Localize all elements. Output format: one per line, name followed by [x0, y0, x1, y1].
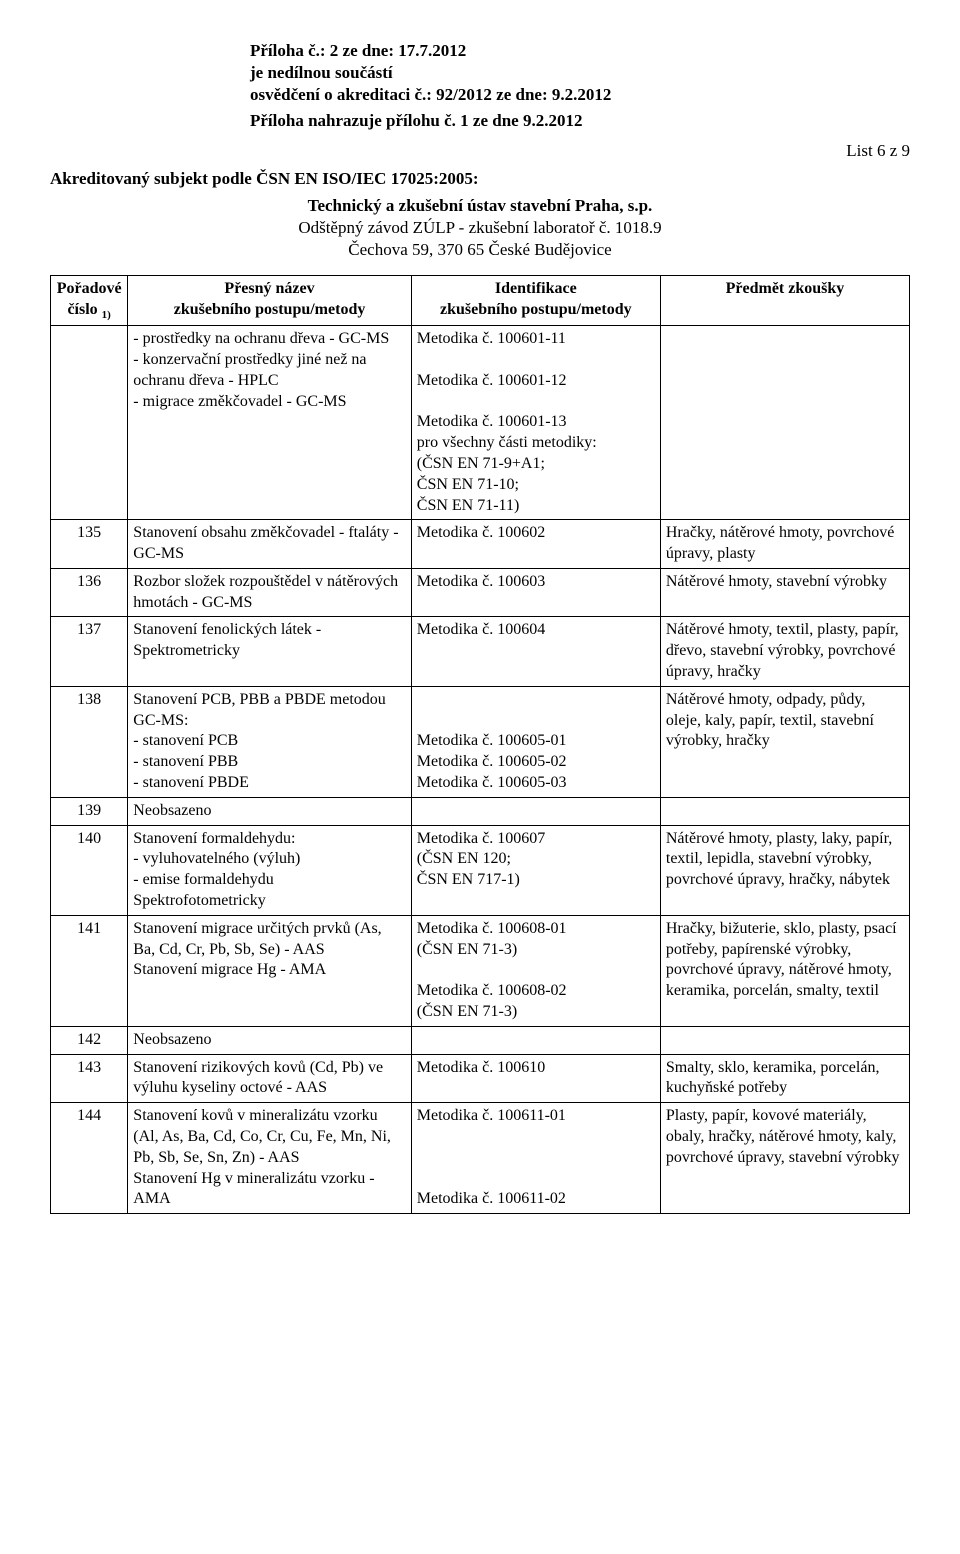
cell-subj: Nátěrové hmoty, stavební výrobky [660, 568, 909, 617]
table-row: - prostředky na ochranu dřeva - GC-MS - … [51, 326, 910, 520]
header-block: Příloha č.: 2 ze dne: 17.7.2012 je nedíl… [250, 40, 910, 132]
th-name-l1: Přesný název [224, 280, 314, 297]
subject-line: Akreditovaný subjekt podle ČSN EN ISO/IE… [50, 168, 910, 190]
cell-num: 135 [51, 520, 128, 569]
cell-subj: Nátěrové hmoty, odpady, půdy, oleje, kal… [660, 686, 909, 797]
cell-num: 144 [51, 1103, 128, 1214]
cell-name: Rozbor složek rozpouštědel v nátěrových … [128, 568, 411, 617]
cell-subj [660, 1026, 909, 1054]
table-row: 137Stanovení fenolických látek - Spektro… [51, 617, 910, 686]
cell-ident: Metodika č. 100602 [411, 520, 660, 569]
table-row: 143Stanovení rizikových kovů (Cd, Pb) ve… [51, 1054, 910, 1103]
cell-name: Neobsazeno [128, 1026, 411, 1054]
cell-name: Stanovení kovů v mineralizátu vzorku (Al… [128, 1103, 411, 1214]
th-num-l1: Pořadové [57, 280, 122, 297]
th-num-sup: 1) [102, 309, 111, 321]
cell-name: Stanovení PCB, PBB a PBDE metodou GC-MS:… [128, 686, 411, 797]
table-row: 139Neobsazeno [51, 797, 910, 825]
th-ident-l1: Identifikace [495, 280, 577, 297]
header-line4: Příloha nahrazuje přílohu č. 1 ze dne 9.… [250, 110, 910, 132]
center-l2: Odštěpný závod ZÚLP - zkušební laboratoř… [50, 217, 910, 239]
center-block: Technický a zkušební ústav stavební Prah… [50, 195, 910, 261]
cell-subj [660, 797, 909, 825]
th-num-l2: číslo [67, 301, 101, 318]
cell-ident: Metodika č. 100611-01 Metodika č. 100611… [411, 1103, 660, 1214]
cell-subj: Plasty, papír, kovové materiály, obaly, … [660, 1103, 909, 1214]
cell-ident: Metodika č. 100610 [411, 1054, 660, 1103]
header-line2: je nedílnou součástí [250, 62, 910, 84]
cell-num: 141 [51, 915, 128, 1026]
cell-subj: Hračky, bižuterie, sklo, plasty, psací p… [660, 915, 909, 1026]
cell-num: 142 [51, 1026, 128, 1054]
header-line3: osvědčení o akreditaci č.: 92/2012 ze dn… [250, 84, 910, 106]
table-row: 136Rozbor složek rozpouštědel v nátěrový… [51, 568, 910, 617]
th-name-l2: zkušebního postupu/metody [174, 301, 366, 318]
table-row: 141Stanovení migrace určitých prvků (As,… [51, 915, 910, 1026]
cell-ident: Metodika č. 100605-01 Metodika č. 100605… [411, 686, 660, 797]
table-row: 135Stanovení obsahu změkčovadel - ftalát… [51, 520, 910, 569]
th-ident: Identifikace zkušebního postupu/metody [411, 275, 660, 325]
center-l1: Technický a zkušební ústav stavební Prah… [50, 195, 910, 217]
cell-ident: Metodika č. 100607 (ČSN EN 120; ČSN EN 7… [411, 825, 660, 915]
th-subj-l1: Předmět zkoušky [726, 280, 845, 297]
cell-subj: Nátěrové hmoty, plasty, laky, papír, tex… [660, 825, 909, 915]
table-body: - prostředky na ochranu dřeva - GC-MS - … [51, 326, 910, 1214]
cell-num [51, 326, 128, 520]
cell-ident: Metodika č. 100603 [411, 568, 660, 617]
cell-ident: Metodika č. 100608-01 (ČSN EN 71-3) Meto… [411, 915, 660, 1026]
table-header-row: Pořadové číslo 1) Přesný název zkušebníh… [51, 275, 910, 325]
cell-subj [660, 326, 909, 520]
table-row: 144Stanovení kovů v mineralizátu vzorku … [51, 1103, 910, 1214]
cell-num: 140 [51, 825, 128, 915]
cell-subj: Hračky, nátěrové hmoty, povrchové úpravy… [660, 520, 909, 569]
cell-name: Neobsazeno [128, 797, 411, 825]
data-table: Pořadové číslo 1) Přesný název zkušebníh… [50, 275, 910, 1214]
th-num: Pořadové číslo 1) [51, 275, 128, 325]
cell-name: Stanovení obsahu změkčovadel - ftaláty -… [128, 520, 411, 569]
table-row: 142Neobsazeno [51, 1026, 910, 1054]
cell-subj: Nátěrové hmoty, textil, plasty, papír, d… [660, 617, 909, 686]
cell-num: 137 [51, 617, 128, 686]
table-row: 140Stanovení formaldehydu: - vyluhovatel… [51, 825, 910, 915]
cell-num: 136 [51, 568, 128, 617]
center-l3: Čechova 59, 370 65 České Budějovice [50, 239, 910, 261]
cell-num: 143 [51, 1054, 128, 1103]
cell-name: Stanovení fenolických látek - Spektromet… [128, 617, 411, 686]
cell-num: 138 [51, 686, 128, 797]
table-row: 138Stanovení PCB, PBB a PBDE metodou GC-… [51, 686, 910, 797]
cell-ident: Metodika č. 100601-11 Metodika č. 100601… [411, 326, 660, 520]
cell-num: 139 [51, 797, 128, 825]
cell-name: - prostředky na ochranu dřeva - GC-MS - … [128, 326, 411, 520]
th-name: Přesný název zkušebního postupu/metody [128, 275, 411, 325]
page-number: List 6 z 9 [50, 140, 910, 162]
cell-ident: Metodika č. 100604 [411, 617, 660, 686]
header-line1: Příloha č.: 2 ze dne: 17.7.2012 [250, 40, 910, 62]
cell-name: Stanovení migrace určitých prvků (As, Ba… [128, 915, 411, 1026]
cell-name: Stanovení rizikových kovů (Cd, Pb) ve vý… [128, 1054, 411, 1103]
th-subj: Předmět zkoušky [660, 275, 909, 325]
cell-subj: Smalty, sklo, keramika, porcelán, kuchyň… [660, 1054, 909, 1103]
cell-name: Stanovení formaldehydu: - vyluhovatelnéh… [128, 825, 411, 915]
cell-ident [411, 1026, 660, 1054]
th-ident-l2: zkušebního postupu/metody [440, 301, 632, 318]
cell-ident [411, 797, 660, 825]
